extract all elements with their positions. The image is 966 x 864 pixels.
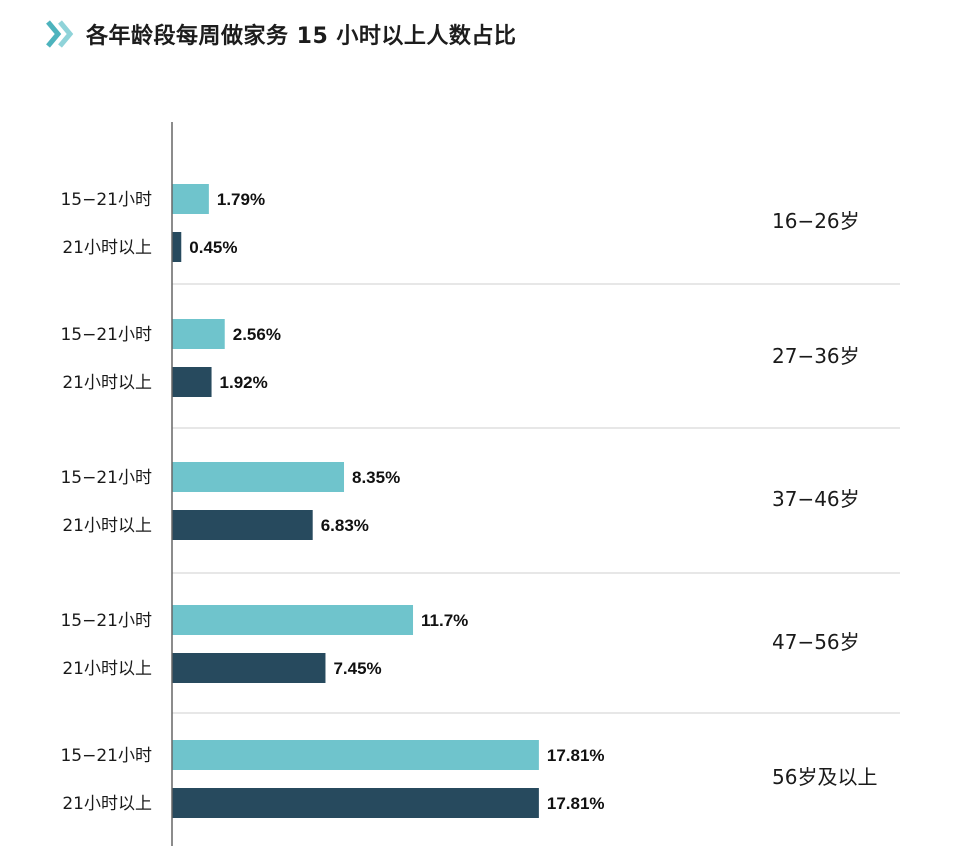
data-label: 1.92% bbox=[220, 373, 268, 392]
bar bbox=[172, 184, 209, 214]
group-label: 27−36岁 bbox=[772, 344, 860, 368]
group-label: 56岁及以上 bbox=[772, 765, 877, 789]
double-chevron-right-icon bbox=[46, 20, 74, 48]
bar bbox=[172, 653, 326, 683]
data-label: 17.81% bbox=[547, 794, 605, 813]
bar bbox=[172, 510, 313, 540]
chart-title: 各年龄段每周做家务 15 小时以上人数占比 bbox=[86, 24, 517, 49]
data-label: 6.83% bbox=[321, 516, 369, 535]
data-label: 2.56% bbox=[233, 325, 281, 344]
group-separators bbox=[172, 283, 900, 714]
bars: 15−21小时 1.79% 21小时以上 0.45% 16−26岁 15−21小时 2.56… bbox=[60, 184, 877, 818]
data-label: 1.79% bbox=[217, 190, 265, 209]
data-label: 17.81% bbox=[547, 746, 605, 765]
data-label: 7.45% bbox=[333, 659, 381, 678]
group-label: 16−26岁 bbox=[772, 209, 860, 233]
category-tick-label: 15−21小时 bbox=[60, 190, 152, 210]
chart-header: 各年龄段每周做家务 15 小时以上人数占比 bbox=[44, 14, 516, 54]
bar bbox=[172, 319, 225, 349]
bar bbox=[172, 788, 539, 818]
category-tick-label: 21小时以上 bbox=[62, 373, 152, 393]
group-label: 47−56岁 bbox=[772, 630, 860, 654]
category-tick-label: 15−21小时 bbox=[60, 468, 152, 488]
data-label: 8.35% bbox=[352, 468, 400, 487]
category-tick-label: 15−21小时 bbox=[60, 746, 152, 766]
bar bbox=[172, 232, 182, 262]
group-label: 37−46岁 bbox=[772, 487, 860, 511]
category-tick-label: 15−21小时 bbox=[60, 611, 152, 631]
bar bbox=[172, 605, 414, 635]
category-tick-label: 21小时以上 bbox=[62, 516, 152, 536]
category-tick-label: 21小时以上 bbox=[62, 238, 152, 258]
bar bbox=[172, 367, 212, 397]
data-label: 0.45% bbox=[189, 238, 237, 257]
data-label: 11.7% bbox=[421, 611, 468, 630]
category-tick-label: 21小时以上 bbox=[62, 794, 152, 814]
category-tick-label: 21小时以上 bbox=[62, 659, 152, 679]
category-tick-label: 15−21小时 bbox=[60, 325, 152, 345]
bar bbox=[172, 740, 539, 770]
bar bbox=[172, 462, 345, 492]
